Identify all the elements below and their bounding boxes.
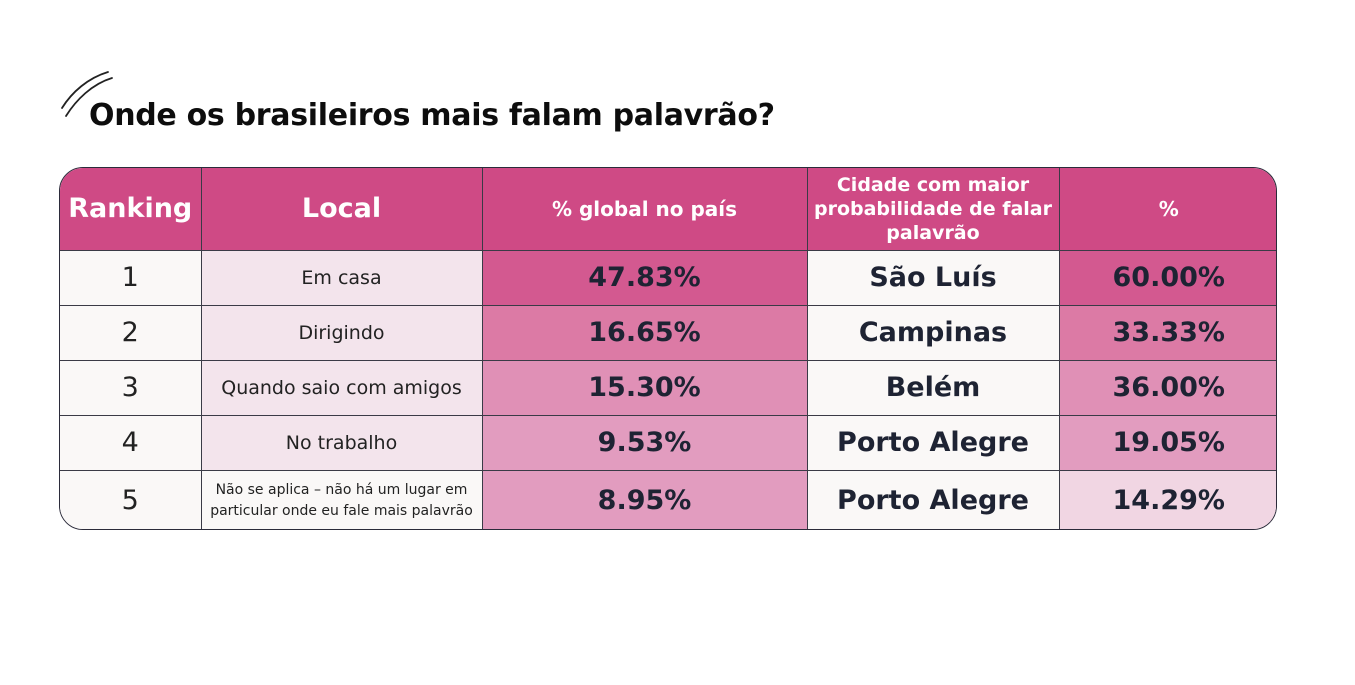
city-pct-cell: 36.00%: [1058, 359, 1276, 416]
header-local: Local: [200, 168, 483, 251]
table-row: 4 No trabalho 9.53% Porto Alegre 19.05%: [60, 414, 1276, 471]
header-global-pct: % global no país: [481, 168, 808, 251]
city-pct-cell: 33.33%: [1058, 304, 1276, 361]
global-pct-cell: 47.83%: [481, 249, 808, 306]
local-cell: No trabalho: [200, 414, 483, 471]
decorative-strokes-icon: [61, 71, 113, 117]
local-cell: Em casa: [200, 249, 483, 306]
city-pct-cell: 60.00%: [1058, 249, 1276, 306]
table-row: 1 Em casa 47.83% São Luís 60.00%: [60, 249, 1276, 306]
rank-cell: 2: [60, 304, 202, 361]
header-city-pct: %: [1058, 168, 1276, 251]
table-header-row: Ranking Local % global no país Cidade co…: [60, 168, 1276, 251]
city-cell: Campinas: [806, 304, 1060, 361]
rank-cell: 3: [60, 359, 202, 416]
table-row: 5 Não se aplica – não há um lugar em part…: [60, 469, 1276, 529]
local-cell: Quando saio com amigos: [200, 359, 483, 416]
local-cell: Não se aplica – não há um lugar em parti…: [200, 469, 483, 529]
rank-cell: 4: [60, 414, 202, 471]
city-cell: Porto Alegre: [806, 414, 1060, 471]
local-cell: Dirigindo: [200, 304, 483, 361]
header-ranking: Ranking: [60, 168, 202, 251]
table-row: 3 Quando saio com amigos 15.30% Belém 36.00%: [60, 359, 1276, 416]
city-cell: Porto Alegre: [806, 469, 1060, 529]
table-row: 2 Dirigindo 16.65% Campinas 33.33%: [60, 304, 1276, 361]
city-cell: São Luís: [806, 249, 1060, 306]
city-pct-cell: 14.29%: [1058, 469, 1276, 529]
rank-cell: 1: [60, 249, 202, 306]
ranking-table-container: Ranking Local % global no país Cidade co…: [59, 167, 1277, 530]
ranking-table: Ranking Local % global no país Cidade co…: [60, 168, 1276, 529]
page-title: Onde os brasileiros mais falam palavrão?: [89, 98, 775, 133]
header-city: Cidade com maior probabilidade de falar …: [806, 168, 1060, 251]
global-pct-cell: 8.95%: [481, 469, 808, 529]
global-pct-cell: 9.53%: [481, 414, 808, 471]
rank-cell: 5: [60, 469, 202, 529]
global-pct-cell: 15.30%: [481, 359, 808, 416]
city-pct-cell: 19.05%: [1058, 414, 1276, 471]
city-cell: Belém: [806, 359, 1060, 416]
global-pct-cell: 16.65%: [481, 304, 808, 361]
